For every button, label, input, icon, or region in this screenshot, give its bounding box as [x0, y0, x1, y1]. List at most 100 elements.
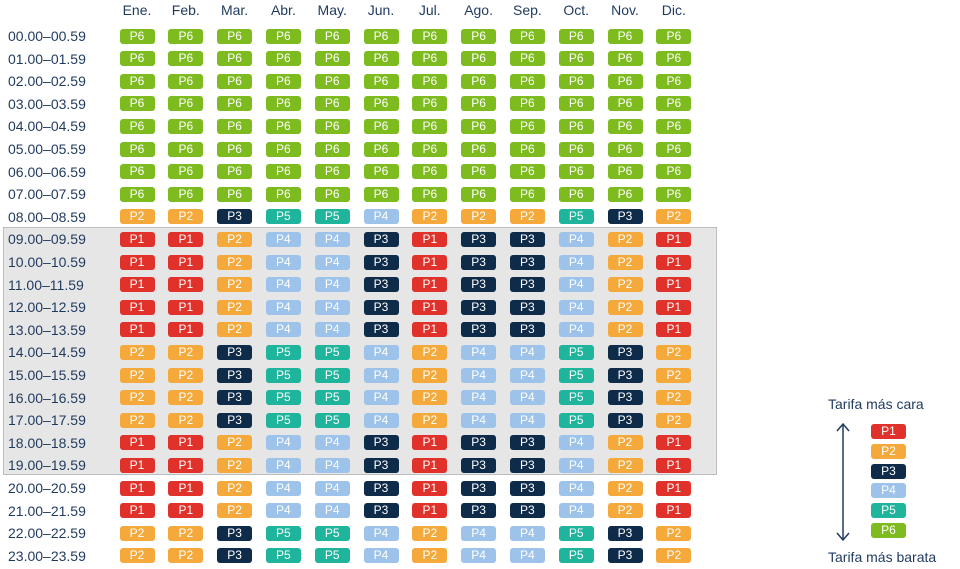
hour-label: 17.00–17.59	[8, 412, 86, 429]
month-header: Feb.	[171, 2, 200, 18]
legend: Tarifa más cara P1 P2 P3 P4 P5 P6 Tarifa más …	[820, 395, 960, 569]
period-cell: P5	[314, 344, 350, 360]
period-cell: P4	[314, 480, 350, 496]
period-cell: P4	[558, 231, 594, 247]
period-cell: P4	[461, 367, 497, 383]
legend-badge: P1	[871, 424, 906, 439]
period-cell: P2	[168, 344, 204, 360]
period-cell: P5	[265, 390, 301, 406]
legend-badge: P6	[871, 523, 906, 538]
period-cell: P4	[509, 412, 545, 428]
period-cell: P4	[558, 503, 594, 519]
period-cell: P5	[558, 390, 594, 406]
period-cell: P6	[168, 51, 204, 67]
period-cell: P6	[217, 96, 253, 112]
period-cell: P6	[265, 141, 301, 157]
period-cell: P2	[168, 367, 204, 383]
period-cell: P3	[217, 209, 253, 225]
period-cell: P3	[363, 277, 399, 293]
period-cell: P6	[558, 73, 594, 89]
period-cell: P3	[461, 231, 497, 247]
period-cell: P3	[461, 299, 497, 315]
period-cell: P6	[217, 141, 253, 157]
period-cell: P6	[412, 118, 448, 134]
period-cell: P2	[509, 209, 545, 225]
period-cell: P4	[265, 480, 301, 496]
period-cell: P2	[217, 435, 253, 451]
period-cell: P6	[363, 73, 399, 89]
period-cell: P5	[265, 412, 301, 428]
period-cell: P4	[314, 299, 350, 315]
period-cell: P6	[363, 141, 399, 157]
period-cell: P6	[168, 73, 204, 89]
period-cell: P1	[412, 231, 448, 247]
period-cell: P1	[412, 299, 448, 315]
period-cell: P5	[314, 209, 350, 225]
period-cell: P3	[509, 299, 545, 315]
period-cell: P1	[656, 457, 692, 473]
period-cell: P3	[461, 503, 497, 519]
period-cell: P5	[558, 209, 594, 225]
period-cell: P6	[119, 96, 155, 112]
period-cell: P4	[509, 367, 545, 383]
period-cell: P4	[558, 480, 594, 496]
period-cell: P4	[509, 344, 545, 360]
period-cell: P2	[119, 390, 155, 406]
period-cell: P2	[607, 277, 643, 293]
period-cell: P1	[656, 231, 692, 247]
period-cell: P3	[461, 277, 497, 293]
period-cell: P6	[119, 164, 155, 180]
month-header: Dic.	[661, 2, 686, 18]
period-cell: P6	[168, 186, 204, 202]
period-cell: P5	[314, 412, 350, 428]
period-cell: P3	[363, 231, 399, 247]
period-cell: P6	[168, 28, 204, 44]
period-cell: P6	[509, 141, 545, 157]
period-cell: P2	[656, 344, 692, 360]
period-cell: P4	[265, 254, 301, 270]
period-cell: P3	[509, 503, 545, 519]
period-cell: P2	[607, 457, 643, 473]
month-header: Ago.	[464, 2, 493, 18]
period-cell: P3	[607, 412, 643, 428]
hour-label: 06.00–06.59	[8, 163, 86, 180]
period-cell: P5	[558, 367, 594, 383]
period-cell: P6	[265, 186, 301, 202]
period-cell: P4	[265, 299, 301, 315]
legend-badge: P4	[871, 483, 906, 499]
period-cell: P3	[607, 367, 643, 383]
month-header: Sep.	[512, 2, 542, 18]
period-cell: P2	[412, 367, 448, 383]
period-cell: P1	[168, 277, 204, 293]
period-cell: P3	[607, 344, 643, 360]
period-cell: P6	[461, 28, 497, 44]
hour-label: 18.00–18.59	[8, 434, 86, 451]
period-cell: P1	[412, 435, 448, 451]
period-cell: P6	[558, 51, 594, 67]
period-cell: P1	[119, 503, 155, 519]
period-cell: P6	[363, 96, 399, 112]
period-cell: P1	[412, 322, 448, 338]
period-cell: P3	[607, 548, 643, 564]
period-cell: P1	[168, 480, 204, 496]
period-cell: P4	[265, 322, 301, 338]
period-cell: P3	[607, 390, 643, 406]
period-cell: P2	[217, 277, 253, 293]
period-cell: P1	[656, 503, 692, 519]
period-cell: P4	[363, 548, 399, 564]
period-cell: P4	[265, 277, 301, 293]
period-cell: P6	[265, 28, 301, 44]
period-cell: P3	[461, 457, 497, 473]
period-cell: P6	[363, 164, 399, 180]
period-cell: P1	[168, 435, 204, 451]
period-cell: P4	[314, 322, 350, 338]
period-cell: P6	[607, 28, 643, 44]
period-cell: P4	[314, 503, 350, 519]
period-cell: P6	[217, 186, 253, 202]
hour-label: 11.00–11.59	[8, 276, 84, 293]
month-header: Jun.	[367, 2, 395, 18]
period-cell: P4	[363, 344, 399, 360]
period-cell: P6	[509, 164, 545, 180]
period-cell: P2	[412, 412, 448, 428]
period-cell: P6	[412, 51, 448, 67]
